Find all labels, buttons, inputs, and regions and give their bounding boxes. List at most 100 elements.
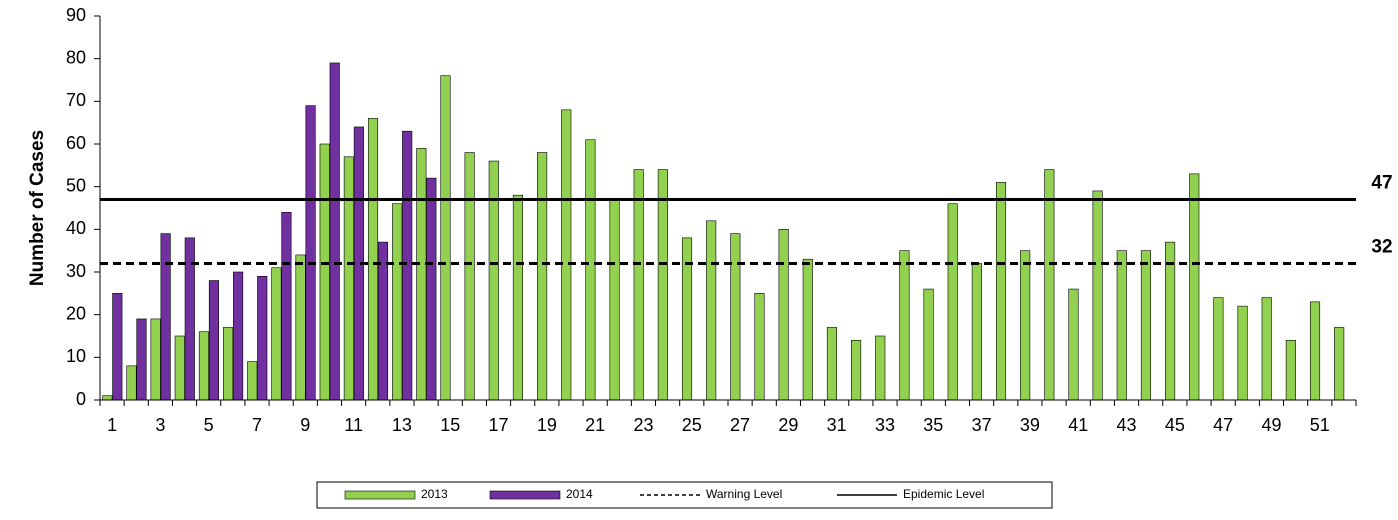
legend-label: Epidemic Level [903,487,984,501]
reference-label: 32 [1371,236,1392,257]
bar [257,275,268,401]
x-tick-label: 33 [875,415,895,435]
bar [416,147,427,401]
bar [1189,173,1200,401]
bar [995,182,1007,401]
bar [657,169,668,401]
bar [295,254,306,401]
bar [609,199,620,401]
legend-label: 2013 [421,487,448,501]
bar [1092,190,1103,401]
bar [174,335,185,401]
x-tick-label: 15 [440,415,460,435]
bar [585,139,596,401]
bar [233,271,244,401]
bar [377,241,389,401]
bar [1020,250,1031,401]
bar [281,211,292,401]
legend-swatch [344,490,416,500]
bar [102,395,113,401]
bar [730,233,741,401]
bar [160,233,171,401]
x-tick-label: 27 [730,415,750,435]
x-tick-label: 17 [489,415,509,435]
x-tick-label: 3 [155,415,165,435]
x-tick-label: 25 [682,415,702,435]
bar [1044,169,1055,401]
x-tick-label: 35 [923,415,943,435]
x-tick-label: 11 [344,415,363,435]
x-tick-label: 13 [392,415,412,435]
x-tick-label: 1 [107,415,117,435]
x-tick-label: 19 [537,415,557,435]
y-tick-label: 40 [66,218,86,238]
x-tick-label: 49 [1261,415,1281,435]
bar [329,62,340,401]
bar [319,143,330,401]
x-tick-label: 7 [252,415,262,435]
bar [247,361,258,401]
legend-swatch [489,490,561,500]
legend-label: 2014 [566,487,593,501]
y-tick-label: 0 [76,389,86,409]
bar [208,280,219,401]
y-tick-label: 50 [66,175,86,195]
bar [802,258,813,401]
x-tick-label: 45 [1165,415,1185,435]
bar [1140,250,1151,401]
x-tick-label: 23 [633,415,653,435]
x-tick-label: 41 [1068,415,1088,435]
y-tick-label: 90 [66,5,86,25]
bar [1285,339,1296,401]
x-tick-label: 29 [778,415,798,435]
bar [367,118,379,401]
bar [1213,297,1224,401]
x-tick-label: 37 [972,415,992,435]
reference-label: 47 [1371,172,1392,193]
bar [112,293,123,401]
legend-label: Warning Level [706,487,782,501]
bar [126,365,137,401]
y-axis-label: Number of Cases [27,130,48,286]
bar [271,267,282,401]
x-tick-label: 43 [1117,415,1137,435]
x-tick-label: 21 [585,415,605,435]
bar [971,263,982,401]
x-tick-label: 9 [300,415,310,435]
x-tick-label: 39 [1020,415,1040,435]
bar [464,152,475,401]
bar [1309,301,1321,401]
bar [1261,297,1272,401]
bar [150,318,161,401]
bar [488,160,499,401]
bar [561,109,572,401]
y-tick-label: 70 [66,90,86,110]
bar [305,105,316,401]
bar [1165,241,1176,401]
y-tick-label: 60 [66,133,86,153]
bar [512,194,523,401]
bar [778,229,789,401]
bar [136,318,147,401]
y-tick-label: 80 [66,47,86,67]
bar [1334,327,1345,401]
bar [402,130,413,401]
bar [826,327,837,401]
y-tick-label: 30 [66,261,86,281]
bar [440,75,451,401]
bar [1237,305,1248,401]
bar [851,339,862,401]
bar [706,220,717,401]
bar [754,293,765,401]
bar [343,156,354,401]
x-tick-label: 31 [827,415,847,435]
bar [223,327,234,401]
bar [923,288,934,401]
y-tick-label: 10 [66,346,86,366]
bar [633,169,644,401]
bar [875,335,886,401]
bar [899,250,910,401]
bar [198,331,209,401]
bar [392,203,403,401]
